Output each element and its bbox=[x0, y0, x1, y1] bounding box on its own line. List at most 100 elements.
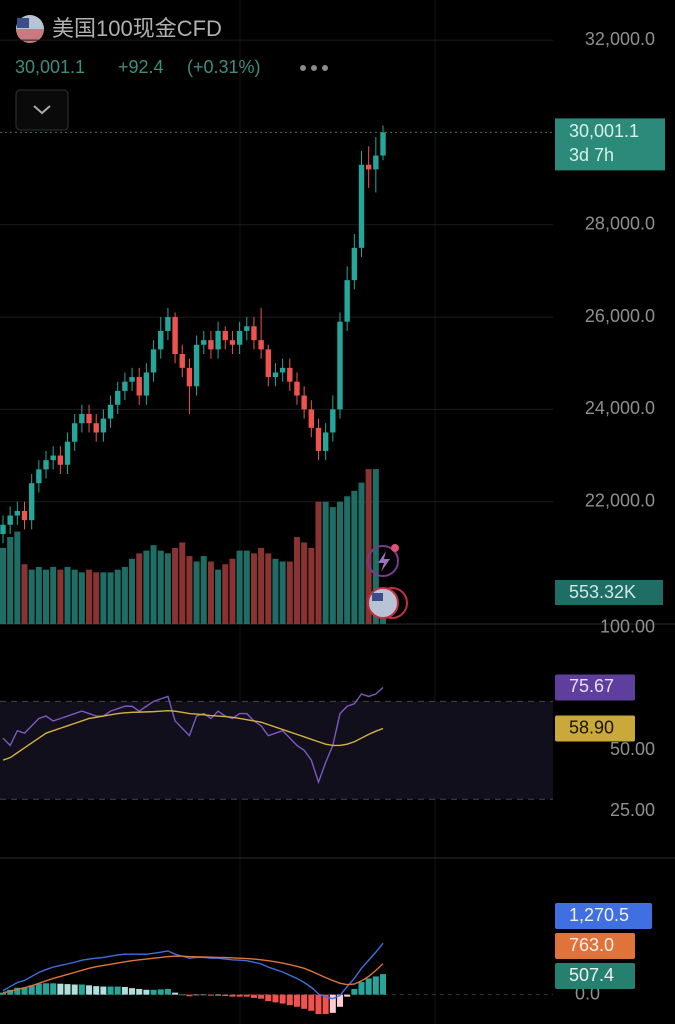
volume-bar bbox=[179, 542, 186, 624]
histogram-bar bbox=[279, 994, 286, 1004]
histogram-bar bbox=[293, 994, 300, 1007]
value-label-box bbox=[555, 715, 635, 742]
histogram-bar bbox=[114, 986, 121, 995]
collapse-button[interactable] bbox=[15, 89, 69, 131]
value-label: 75.67 bbox=[569, 676, 614, 696]
histogram-bar bbox=[351, 988, 358, 995]
candle-body bbox=[201, 340, 207, 345]
volume-bar bbox=[114, 569, 121, 624]
candle-body bbox=[279, 367, 286, 373]
volume-bar bbox=[43, 569, 50, 624]
histogram-bar bbox=[0, 992, 6, 995]
histogram-bar bbox=[121, 986, 128, 995]
candle-body bbox=[236, 330, 243, 345]
more-menu[interactable] bbox=[300, 65, 328, 71]
volume-bar bbox=[222, 564, 229, 624]
histogram-bar bbox=[365, 978, 372, 995]
histogram-bar bbox=[272, 994, 279, 1003]
volume-bar bbox=[71, 569, 78, 624]
volume-bar bbox=[164, 553, 171, 624]
value-label-box bbox=[555, 933, 635, 959]
histogram-bar bbox=[344, 994, 351, 997]
histogram-bar bbox=[329, 994, 336, 1013]
volume-bar bbox=[293, 537, 300, 624]
candle-body bbox=[115, 390, 121, 405]
candle-body bbox=[380, 132, 386, 156]
value-label-box bbox=[555, 903, 652, 929]
value-label: 1,270.5 bbox=[569, 905, 629, 925]
y-tick-label: 100.00 bbox=[600, 617, 655, 637]
volume-bar bbox=[329, 507, 336, 624]
volume-bar bbox=[215, 569, 222, 624]
histogram-bar bbox=[164, 988, 171, 995]
candle-body bbox=[365, 164, 372, 170]
y-tick-label: 24,000.0 bbox=[585, 398, 655, 418]
histogram-bar bbox=[107, 986, 114, 995]
volume-bar bbox=[365, 469, 372, 624]
candle-body bbox=[294, 381, 300, 396]
flag-icon bbox=[16, 15, 44, 43]
price: 30,001.1 bbox=[15, 57, 85, 77]
volume-label: 553.32K bbox=[569, 582, 636, 602]
candle-body bbox=[7, 515, 13, 525]
rsi-line bbox=[2, 709, 384, 761]
y-tick-label: 50.00 bbox=[610, 739, 655, 759]
histogram-bar bbox=[229, 994, 236, 997]
candle-body bbox=[150, 349, 157, 373]
volume-bar bbox=[143, 550, 150, 624]
volume-bar bbox=[35, 566, 42, 624]
candle-body bbox=[179, 354, 185, 368]
macd-line bbox=[2, 955, 384, 994]
volume-bar bbox=[93, 572, 100, 624]
histogram-bar bbox=[57, 983, 64, 995]
candle-body bbox=[258, 340, 264, 350]
volume-bar bbox=[172, 547, 179, 624]
histogram-bar bbox=[28, 985, 35, 995]
volume-bar bbox=[7, 537, 14, 624]
histogram-bar bbox=[265, 994, 272, 1002]
candle-body bbox=[21, 510, 28, 521]
histogram-bar bbox=[150, 989, 157, 995]
volume-bar bbox=[336, 501, 343, 624]
candle-body bbox=[143, 372, 150, 396]
alert-icon[interactable] bbox=[367, 544, 399, 577]
candle-body bbox=[272, 372, 279, 378]
candle-body bbox=[358, 164, 365, 248]
symbol: 美国100现金CFD bbox=[52, 16, 222, 41]
volume-bar bbox=[21, 564, 28, 624]
event-icon[interactable] bbox=[367, 587, 408, 619]
volume-bar bbox=[358, 482, 365, 624]
volume-bar bbox=[107, 572, 114, 624]
candle-body bbox=[79, 414, 85, 424]
histogram-bar bbox=[215, 994, 222, 996]
volume-label-box bbox=[555, 580, 663, 605]
volume-bar bbox=[301, 542, 308, 624]
histogram-bar bbox=[193, 994, 200, 996]
volume-bar bbox=[372, 469, 379, 624]
candle-body bbox=[186, 367, 193, 387]
candle-body bbox=[308, 409, 315, 428]
volume-bar bbox=[86, 569, 93, 624]
candle-body bbox=[251, 326, 257, 341]
volume-bar bbox=[258, 547, 265, 624]
histogram-bar bbox=[78, 984, 85, 995]
histogram-bar bbox=[71, 984, 78, 995]
histogram-bar bbox=[136, 988, 143, 995]
histogram-bar bbox=[35, 983, 42, 995]
volume-bar bbox=[28, 569, 35, 624]
volume-bar bbox=[150, 545, 157, 624]
volume-bar bbox=[229, 558, 236, 624]
volume-bar bbox=[200, 556, 207, 624]
histogram-bar bbox=[207, 994, 214, 996]
volume-bar bbox=[129, 558, 136, 624]
y-tick-label: 28,000.0 bbox=[585, 214, 655, 234]
candle-body bbox=[215, 330, 221, 350]
value-label: 763.0 bbox=[569, 935, 614, 955]
histogram-bar bbox=[315, 994, 322, 1015]
histogram-bar bbox=[64, 984, 71, 995]
candle-body bbox=[50, 455, 56, 461]
histogram-bar bbox=[200, 994, 207, 996]
y-tick-label: 22,000.0 bbox=[585, 490, 655, 510]
histogram-bar bbox=[222, 994, 229, 997]
